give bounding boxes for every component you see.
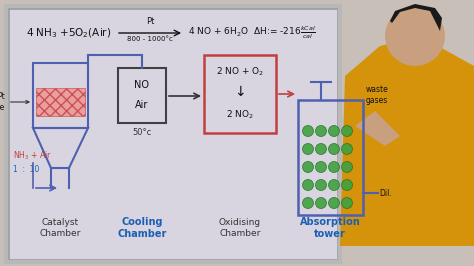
Polygon shape (390, 4, 442, 31)
Polygon shape (340, 36, 474, 246)
Circle shape (316, 161, 327, 172)
Text: Catalyst
Chamber: Catalyst Chamber (39, 218, 81, 238)
Circle shape (302, 197, 313, 209)
Circle shape (341, 197, 353, 209)
Text: 2 NO + O$_2$: 2 NO + O$_2$ (216, 66, 264, 78)
Text: 4 NH$_3$ +5O$_2$(Air): 4 NH$_3$ +5O$_2$(Air) (26, 26, 111, 40)
Circle shape (316, 180, 327, 190)
Circle shape (341, 143, 353, 155)
Circle shape (328, 126, 339, 136)
Text: Air: Air (135, 100, 149, 110)
Circle shape (302, 143, 313, 155)
Circle shape (341, 161, 353, 172)
Text: 2 NO$_2$: 2 NO$_2$ (226, 108, 254, 120)
Polygon shape (355, 111, 400, 146)
Text: Pt: Pt (146, 17, 154, 26)
Text: 1  :  10: 1 : 10 (13, 165, 39, 174)
Circle shape (302, 161, 313, 172)
Circle shape (385, 6, 445, 66)
Bar (6, 6, 340, 262)
Text: ↓: ↓ (234, 85, 246, 99)
Bar (33, 63, 88, 128)
Circle shape (316, 197, 327, 209)
Circle shape (302, 180, 313, 190)
Bar (298, 100, 363, 215)
Circle shape (328, 143, 339, 155)
Text: waste
gases: waste gases (366, 85, 389, 105)
Bar (36, 88, 85, 116)
Text: NH$_3$ + Air: NH$_3$ + Air (13, 150, 52, 162)
Text: Dil.: Dil. (379, 189, 392, 197)
Text: Oxidising
Chamber: Oxidising Chamber (219, 218, 261, 238)
Text: NO: NO (135, 80, 149, 89)
Circle shape (328, 180, 339, 190)
Circle shape (341, 126, 353, 136)
Text: Pt
gauze: Pt gauze (0, 92, 29, 112)
Text: 50°c: 50°c (132, 128, 152, 137)
Text: Cooling
Chamber: Cooling Chamber (117, 217, 167, 239)
Circle shape (328, 197, 339, 209)
Bar (118, 68, 166, 123)
Circle shape (316, 143, 327, 155)
Text: 800 - 1000°c: 800 - 1000°c (127, 36, 173, 42)
Circle shape (302, 126, 313, 136)
Bar (8, 8, 338, 260)
Text: 4 NO + 6H$_2$O  $\Delta$H:= -216$\frac{kCal}{cal}$: 4 NO + 6H$_2$O $\Delta$H:= -216$\frac{kC… (188, 25, 316, 41)
Text: Absorption
tower: Absorption tower (300, 217, 360, 239)
Circle shape (316, 126, 327, 136)
Circle shape (328, 161, 339, 172)
Circle shape (341, 180, 353, 190)
Bar (204, 55, 276, 133)
